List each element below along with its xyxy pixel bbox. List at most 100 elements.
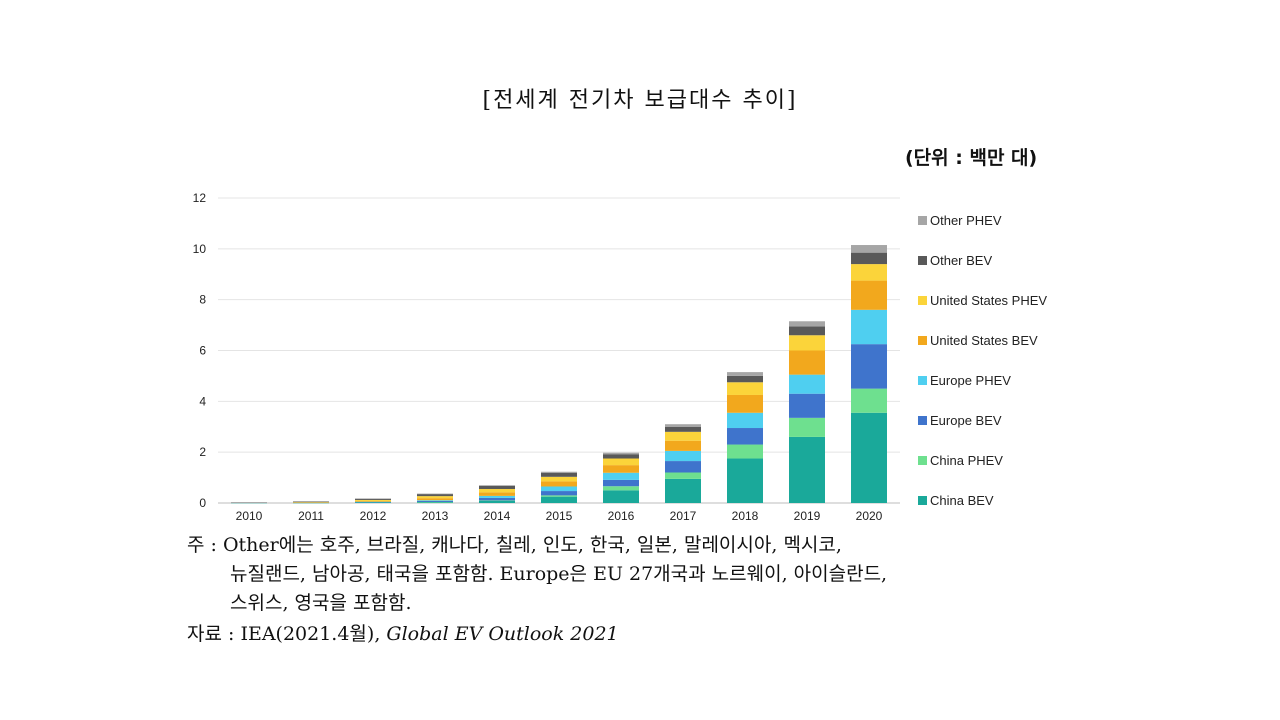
bar-segment — [789, 350, 825, 375]
bar-segment — [603, 465, 639, 473]
bar-segment — [479, 485, 515, 490]
x-tick-label: 2016 — [608, 509, 635, 523]
y-tick-label: 12 — [193, 191, 207, 205]
bar-segment — [851, 344, 887, 389]
bar-segment — [851, 309, 887, 345]
bar-segment — [541, 471, 577, 474]
x-tick-label: 2020 — [856, 509, 883, 523]
legend-item: Other PHEV — [918, 200, 1118, 240]
bar-segment — [479, 489, 515, 493]
bar-segment — [665, 431, 701, 441]
bar-segment — [293, 502, 329, 504]
note-line-1: 주 : Other에는 호주, 브라질, 캐나다, 칠레, 인도, 한국, 일본… — [187, 534, 842, 556]
legend-swatch — [918, 495, 927, 505]
bar-segment — [541, 476, 577, 482]
y-tick-label: 8 — [199, 293, 206, 307]
legend-label: Europe PHEV — [930, 372, 1011, 388]
bar-segment — [479, 495, 515, 498]
bar-segment — [603, 454, 639, 459]
bar-segment — [789, 393, 825, 418]
legend-item: Europe BEV — [918, 400, 1118, 440]
bar-segment — [665, 424, 701, 427]
bar-segment — [541, 473, 577, 477]
bar-segment — [851, 280, 887, 310]
bar-segment — [727, 394, 763, 413]
unit-label: (단위 : 백만 대) — [905, 147, 1038, 169]
note-line-3: 스위스, 영국을 포함함. — [230, 592, 412, 614]
bar-segment — [727, 372, 763, 376]
legend-swatch — [918, 215, 927, 225]
bar-segment — [231, 502, 267, 503]
note-line-2: 뉴질랜드, 남아공, 태국을 포함함. Europe은 EU 27개국과 노르웨… — [230, 563, 888, 585]
bar-segment — [541, 486, 577, 492]
legend-item: China PHEV — [918, 440, 1118, 480]
bar-segment — [727, 375, 763, 383]
x-tick-label: 2018 — [732, 509, 759, 523]
y-tick-label: 2 — [199, 445, 206, 459]
chart-title: [전세계 전기차 보급대수 추이] — [482, 88, 798, 113]
bar-segment — [355, 501, 391, 503]
legend-item: United States BEV — [918, 320, 1118, 360]
y-tick-label: 4 — [199, 394, 206, 408]
bar-segment — [603, 452, 639, 455]
bar-segment — [479, 492, 515, 496]
bar-segment — [727, 382, 763, 395]
bar-segment — [479, 500, 515, 503]
legend-label: China BEV — [930, 492, 994, 508]
legend-label: China PHEV — [930, 452, 1003, 468]
bar-segment — [727, 458, 763, 503]
bar-segment — [541, 481, 577, 487]
bar-segment — [293, 501, 329, 503]
legend-item: Other BEV — [918, 240, 1118, 280]
legend-swatch — [918, 255, 927, 265]
y-tick-label: 6 — [199, 344, 206, 358]
legend-swatch — [918, 295, 927, 305]
bar-segment — [417, 493, 453, 495]
legend-item: United States PHEV — [918, 280, 1118, 320]
x-tick-label: 2017 — [670, 509, 697, 523]
bar-segment — [727, 412, 763, 429]
bar-segment — [293, 501, 329, 502]
bar-segment — [851, 388, 887, 413]
bar-segment — [355, 500, 391, 502]
bar-segment — [355, 498, 391, 499]
bar-segment — [603, 458, 639, 466]
bar-segment — [665, 472, 701, 479]
bar-segment — [417, 500, 453, 501]
bar-segment — [665, 478, 701, 503]
bar-segment — [603, 490, 639, 503]
bar-segment — [541, 495, 577, 497]
bar-segment — [851, 245, 887, 253]
x-tick-label: 2011 — [298, 509, 324, 523]
bar-segment — [789, 335, 825, 351]
bar-segment — [727, 444, 763, 459]
bar-segment — [355, 498, 391, 500]
bar-segment — [417, 500, 453, 502]
y-tick-label: 0 — [199, 496, 206, 510]
bar-segment — [789, 436, 825, 503]
bar-segment — [789, 326, 825, 336]
bar-segment — [727, 428, 763, 445]
bar-segment — [665, 440, 701, 451]
legend-label: United States PHEV — [930, 292, 1048, 308]
bar-segment — [851, 264, 887, 281]
legend-swatch — [918, 335, 927, 345]
x-tick-label: 2010 — [236, 509, 263, 523]
bar-segment — [789, 417, 825, 437]
legend-item: China BEV — [918, 480, 1118, 520]
bar-segment — [293, 502, 329, 503]
bar-segment — [355, 501, 391, 503]
bar-segment — [851, 412, 887, 503]
source-line: 자료 : IEA(2021.4월), Global EV Outlook 202… — [187, 620, 619, 649]
bar-segment — [355, 499, 391, 501]
x-tick-label: 2014 — [484, 509, 511, 523]
x-tick-label: 2012 — [360, 509, 387, 523]
legend-item: Europe PHEV — [918, 360, 1118, 400]
bar-segment — [789, 321, 825, 327]
bar-segment — [417, 502, 453, 503]
bar-segment — [293, 502, 329, 503]
bar-segment — [355, 502, 391, 503]
bar-segment — [417, 494, 453, 497]
y-tick-label: 10 — [193, 242, 207, 256]
